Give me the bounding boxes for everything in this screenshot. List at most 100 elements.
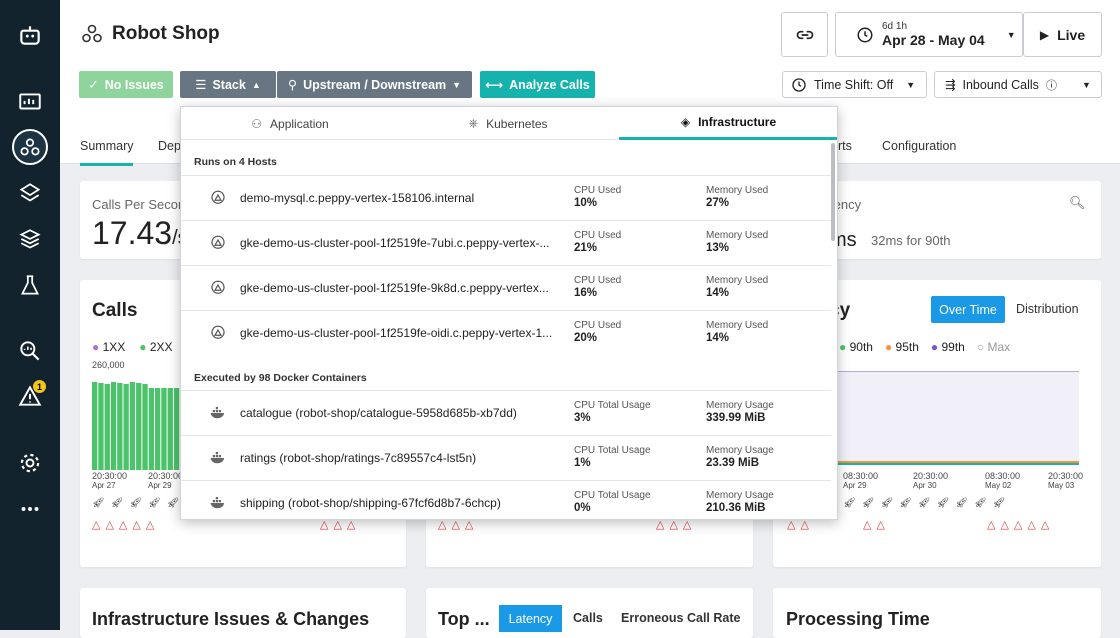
tab-application[interactable]: ⚇ Application (181, 107, 399, 140)
legend-max[interactable]: ○ Max (976, 340, 1011, 354)
calls-title: Calls (92, 300, 138, 321)
legend-2xx[interactable]: ● 2XX (139, 340, 173, 354)
calls-bar (148, 388, 154, 470)
cps-value: 17.43 (92, 215, 173, 251)
calls-bar (98, 383, 104, 470)
host-row[interactable]: gke-demo-us-cluster-pool-1f2519fe-9k8d.c… (181, 265, 831, 310)
legend-99th[interactable]: ● 99th (930, 340, 965, 354)
calls-bar (161, 388, 167, 470)
dropdown-scrollbar[interactable] (831, 143, 835, 241)
hosts-section-title: Runs on 4 Hosts (194, 156, 277, 168)
tick-time: 20:30:00 (1048, 471, 1084, 481)
legend-95th[interactable]: ● 95th (884, 340, 919, 354)
alert-icon[interactable] (12, 378, 48, 414)
chevron-down-icon: ▼ (452, 79, 462, 90)
tab-infrastructure[interactable]: ◈ Infrastructure (619, 107, 837, 140)
stack-button[interactable]: ☰ Stack ▲ (180, 71, 276, 98)
memory-label: Memory Usage (706, 400, 774, 411)
analyze-calls-button[interactable]: ⟷ Analyze Calls (480, 71, 595, 98)
host-icon (211, 235, 225, 249)
topology-icon: ⚲ (287, 78, 298, 92)
application-icon: ⚇ (251, 116, 263, 131)
no-issues-label: No Issues (104, 77, 164, 92)
docker-icon (210, 452, 224, 464)
docker-icon (210, 497, 224, 509)
calls-bar (123, 384, 129, 470)
monitor-icon[interactable] (12, 84, 48, 120)
distribution-toggle[interactable]: Distribution (1016, 302, 1079, 316)
chevron-up-icon: ▲ (251, 79, 261, 90)
event-markers: △△△ (438, 519, 479, 531)
legend-90th[interactable]: ● 90th (839, 340, 873, 354)
alert-count-badge: 1 (33, 380, 46, 393)
tab-summary[interactable]: Summary (80, 139, 134, 166)
time-shift-select[interactable]: Time Shift: Off ▼ (782, 71, 927, 98)
container-row[interactable]: ratings (robot-shop/ratings-7c89557c4-ls… (181, 435, 831, 480)
settings-icon[interactable] (12, 445, 48, 481)
analytics-icon[interactable] (12, 333, 48, 369)
inbound-icon: ⇶ (945, 78, 956, 92)
legend-99th-label: 99th (941, 340, 965, 354)
legend-90th-label: 90th (849, 340, 873, 354)
sidebar: 1 (0, 0, 60, 630)
page-title: Robot Shop (112, 23, 220, 44)
top-calls-toggle[interactable]: Calls (573, 611, 603, 625)
memory-value: 339.99 MiB (706, 412, 766, 424)
memory-label: Memory Used (706, 185, 769, 196)
platform-icon[interactable] (12, 176, 48, 212)
calls-x-tick-1: 20:30:00 Apr 27 (92, 471, 127, 490)
top-latency-toggle[interactable]: Latency (499, 605, 562, 632)
memory-label: Memory Used (706, 320, 769, 331)
tick-time: 20:30:00 (148, 471, 184, 481)
date-range-picker[interactable]: 6d 1h Apr 28 - May 04 ▼ (835, 12, 1023, 57)
latency-chart-area (836, 371, 1079, 465)
host-row[interactable]: gke-demo-us-cluster-pool-1f2519fe-7ubi.c… (181, 220, 831, 265)
tick-time: 20:30:00 (92, 471, 128, 481)
live-button[interactable]: ▶ Live (1023, 12, 1102, 57)
container-row[interactable]: catalogue (robot-shop/catalogue-5958d685… (181, 390, 831, 435)
chevron-down-icon: ▼ (906, 79, 916, 90)
dropdown-tabs (181, 107, 837, 140)
latency-x-tick: 20:30:00 May 03 (1048, 471, 1083, 490)
calls-chart (92, 382, 180, 470)
infrastructure-icon[interactable] (12, 222, 48, 258)
docker-icon (210, 407, 224, 419)
top-error-rate-toggle[interactable]: Erroneous Call Rate (621, 611, 741, 625)
calls-bar (155, 388, 161, 470)
host-row[interactable]: gke-demo-us-cluster-pool-1f2519fe-oidi.c… (181, 310, 831, 355)
host-name: demo-mysql.c.peppy-vertex-158106.interna… (240, 191, 475, 205)
inbound-calls-select[interactable]: ⇶ Inbound Calls ⓘ ▼ (934, 71, 1102, 98)
calls-bar (129, 382, 136, 470)
zoom-icon[interactable]: 🔍︎ (1069, 195, 1086, 210)
cpu-label: CPU Used (574, 320, 622, 331)
application-icon[interactable] (12, 129, 48, 165)
tab-kubernetes[interactable]: ⎈ Kubernetes (399, 107, 617, 140)
tab-dependencies[interactable]: Dep (158, 139, 181, 153)
calls-x-tick-2: 20:30:00 Apr 29 (148, 471, 183, 490)
upstream-downstream-button[interactable]: ⚲ Upstream / Downstream ▼ (277, 71, 472, 98)
cpu-value: 10% (574, 197, 598, 209)
legend-1xx[interactable]: ● 1XX (92, 340, 126, 354)
robot-icon[interactable] (12, 17, 48, 53)
share-link-button[interactable] (781, 12, 828, 57)
host-name: gke-demo-us-cluster-pool-1f2519fe-9k8d.c… (240, 281, 549, 295)
cpu-value: 16% (574, 287, 598, 299)
range-duration: 6d 1h (882, 21, 908, 32)
over-time-toggle[interactable]: Over Time (931, 296, 1005, 323)
container-row[interactable]: shipping (robot-shop/shipping-67fcf6d8b7… (181, 480, 831, 519)
more-icon[interactable] (12, 491, 48, 527)
tick-date: Apr 27 (92, 481, 116, 490)
application-icon (82, 24, 102, 43)
host-icon (211, 325, 225, 339)
memory-label: Memory Usage (706, 490, 774, 501)
no-issues-button[interactable]: ✓ No Issues (79, 71, 173, 98)
tick-date: Apr 30 (913, 481, 937, 490)
tab-configuration[interactable]: Configuration (882, 139, 957, 153)
event-markers: △△ (863, 519, 890, 531)
p95-line (836, 461, 1079, 463)
stack-dropdown: ⚇ Application ⎈ Kubernetes ◈ Infrastruct… (180, 106, 838, 520)
lab-icon[interactable] (12, 268, 48, 304)
top-title: Top ... (438, 609, 490, 629)
host-row[interactable]: demo-mysql.c.peppy-vertex-158106.interna… (181, 175, 831, 220)
event-markers: △△ (787, 519, 814, 531)
